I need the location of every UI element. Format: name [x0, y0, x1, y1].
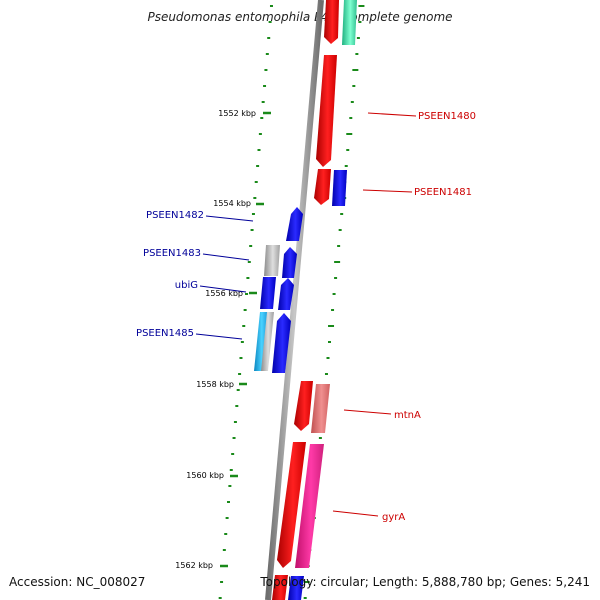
gene-arrow-reverse[interactable] [272, 313, 291, 373]
gene-block-forward[interactable] [288, 576, 304, 600]
gene-arrow-forward[interactable] [294, 381, 313, 431]
gene-block-reverse[interactable] [261, 312, 274, 371]
gene-block-forward[interactable] [295, 444, 324, 568]
gene-arrow-forward[interactable] [316, 55, 337, 167]
gene-block-forward[interactable] [342, 0, 357, 45]
scale-label: 1556 kbp [205, 289, 243, 298]
gene-label[interactable]: mtnA [394, 410, 421, 421]
scale-label: 1552 kbp [218, 109, 256, 118]
gene-arrow-forward[interactable] [314, 169, 331, 205]
scale-ticks: 1552 kbp 1554 kbp 1556 kbp 1558 kbp 1560… [175, 109, 271, 570]
gene-label[interactable]: PSEEN1482 [146, 210, 204, 221]
scale-label: 1562 kbp [175, 561, 213, 570]
gene-label[interactable]: PSEEN1483 [143, 248, 201, 259]
gene-arrow-forward[interactable] [324, 0, 339, 44]
gene-block-forward[interactable] [311, 384, 330, 433]
gene-label[interactable]: ubiG [175, 280, 198, 291]
scale-label: 1554 kbp [213, 199, 251, 208]
genome-summary-text: Topology: circular; Length: 5,888,780 bp… [260, 575, 590, 589]
gene-block-forward[interactable] [272, 575, 288, 600]
reverse-strand-genes [254, 207, 303, 373]
accession-text: Accession: NC_008027 [9, 575, 146, 589]
gene-arrow-forward[interactable] [277, 442, 306, 568]
scale-label: 1560 kbp [186, 471, 224, 480]
gene-block-reverse[interactable] [254, 312, 268, 371]
gene-label[interactable]: PSEEN1485 [136, 328, 194, 339]
gene-arrow-reverse[interactable] [278, 278, 294, 310]
scale-label: 1558 kbp [196, 380, 234, 389]
forward-gene-labels: PSEEN1480 PSEEN1481 mtnA gyrA [332, 111, 476, 523]
gene-block-reverse[interactable] [260, 277, 276, 309]
genome-backbone [265, 0, 324, 600]
reverse-gene-labels: PSEEN1482 PSEEN1483 ubiG PSEEN1485 [136, 210, 254, 340]
gene-arrow-reverse[interactable] [286, 207, 303, 241]
gene-label[interactable]: PSEEN1481 [414, 187, 472, 198]
gene-label[interactable]: PSEEN1480 [418, 111, 476, 122]
gene-block-reverse[interactable] [264, 245, 280, 276]
gene-arrow-reverse[interactable] [282, 247, 297, 278]
gene-block-forward[interactable] [332, 170, 347, 206]
forward-strand-genes [272, 0, 357, 600]
inner-dotted-track [218, 5, 273, 599]
gene-label[interactable]: gyrA [382, 512, 405, 523]
map-title: Pseudomonas entomophila L48, complete ge… [147, 10, 453, 24]
